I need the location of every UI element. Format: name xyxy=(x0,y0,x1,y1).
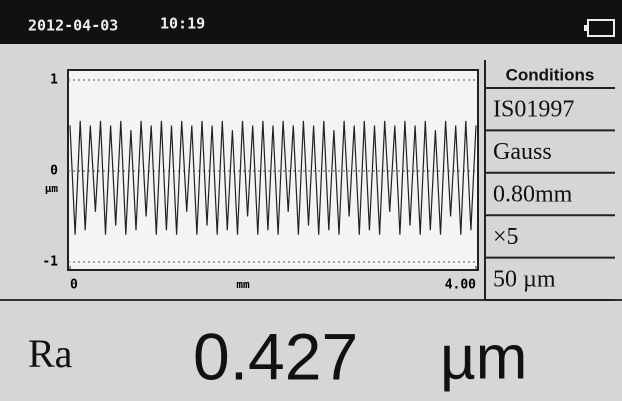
plot-area xyxy=(67,69,479,271)
condition-value: 0.80mm xyxy=(493,182,573,208)
condition-value: ×5 xyxy=(493,224,519,250)
battery-tip xyxy=(584,25,588,31)
result-unit: µm xyxy=(440,323,527,392)
x-axis-label: mm xyxy=(236,278,250,291)
time: 10:19 xyxy=(160,15,205,33)
y-axis-label: µm xyxy=(45,182,59,195)
result-value: 0.427 xyxy=(193,319,358,393)
condition-value: IS01997 xyxy=(493,97,574,123)
x-tick-label: 0 xyxy=(70,278,78,293)
condition-value: Gauss xyxy=(493,139,552,165)
result-label: Ra xyxy=(28,331,73,376)
y-tick-label: -1 xyxy=(42,255,58,270)
profile-line xyxy=(69,120,477,235)
y-tick-label: 0 xyxy=(50,164,58,179)
date: 2012-04-03 xyxy=(28,17,118,35)
status-bar xyxy=(0,0,622,44)
conditions-panel: Conditions xyxy=(506,65,595,84)
y-tick-label: 1 xyxy=(50,73,58,88)
condition-value: 50 µm xyxy=(493,266,556,292)
x-tick-label: 4.00 xyxy=(445,278,476,293)
conditions-title: Conditions xyxy=(506,65,595,84)
